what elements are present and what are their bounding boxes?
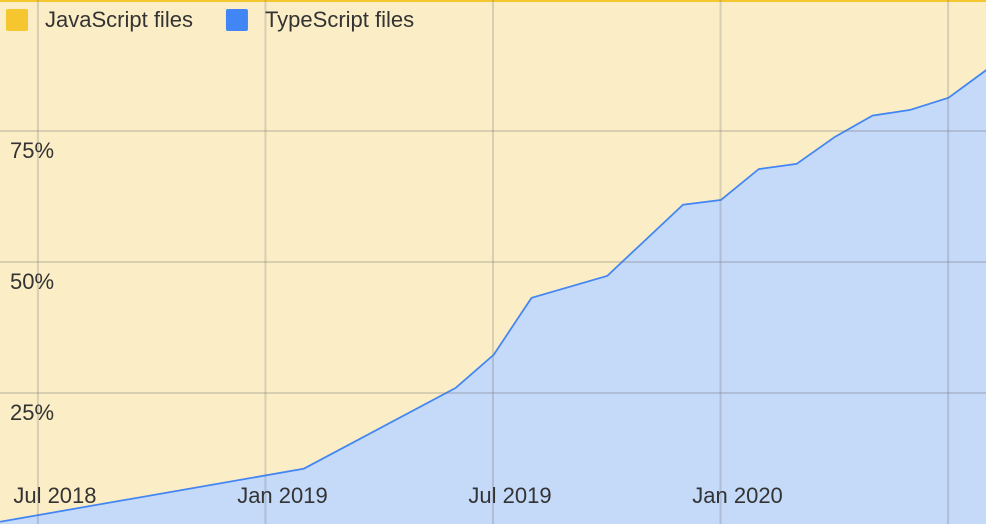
y-tick-label: 75% <box>10 138 54 163</box>
legend-swatch <box>225 9 248 31</box>
legend-label: JavaScript files <box>45 7 193 32</box>
x-tick-label: Jan 2019 <box>237 483 328 508</box>
x-tick-label: Jul 2018 <box>13 483 96 508</box>
legend-label: TypeScript files <box>265 7 414 32</box>
x-tick-label: Jan 2020 <box>692 483 783 508</box>
y-tick-label: 25% <box>10 400 54 425</box>
y-tick-label: 50% <box>10 269 54 294</box>
legend-swatch <box>6 9 28 31</box>
x-tick-label: Jul 2019 <box>468 483 551 508</box>
area <box>0 69 986 524</box>
